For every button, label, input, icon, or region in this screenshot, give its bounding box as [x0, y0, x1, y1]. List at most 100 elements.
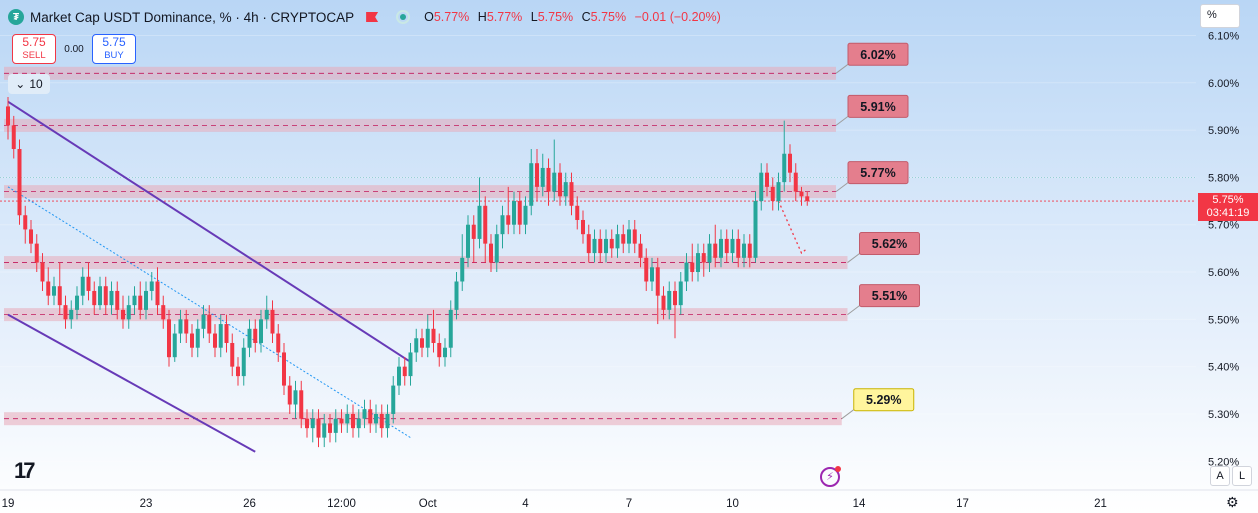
candle [730, 229, 735, 263]
candle [460, 234, 465, 291]
zone-label-layer: 6.02% 5.91% 5.77% 5.62% 5.51% 5.29% [835, 42, 920, 420]
candle-body [782, 153, 787, 183]
candle-body [29, 229, 33, 244]
label-box [859, 284, 920, 308]
candle [333, 409, 338, 443]
candle [592, 229, 597, 263]
candle-body [684, 262, 689, 282]
candle [604, 229, 608, 263]
candle [316, 409, 321, 448]
candle-body [184, 319, 189, 334]
candle [195, 319, 200, 358]
candle-body [454, 281, 459, 310]
candle-body [109, 290, 114, 306]
candle-body [552, 172, 557, 192]
symbol-title[interactable]: Market Cap USDT Dominance, % · 4h · CRYP… [30, 9, 355, 25]
zone-label-text: 5.29% [866, 393, 901, 407]
candle [109, 281, 114, 315]
candle-body [253, 328, 258, 343]
candle [678, 272, 683, 315]
time-axis: 19 23 26 12:00 Oct 4 7 10 14 17 21 [0, 489, 1258, 510]
candle [650, 257, 654, 291]
candle [167, 309, 171, 367]
candle [621, 224, 626, 254]
candle [201, 305, 206, 339]
candle-body [316, 418, 321, 438]
candle-body [724, 238, 729, 254]
candle-body [730, 238, 735, 254]
candle [454, 272, 459, 320]
candle-body [448, 309, 453, 348]
gear-icon[interactable]: ⚙ [1226, 494, 1239, 510]
candle-body [121, 309, 125, 320]
trade-panel: 5.75 SELL 0.00 5.75 BUY [12, 34, 136, 64]
candle [805, 191, 810, 206]
candle-body [483, 205, 488, 244]
market-status-icon[interactable] [396, 10, 411, 24]
candle [207, 305, 212, 343]
candle [575, 196, 580, 230]
tradingview-logo-icon[interactable]: 17 [14, 458, 36, 483]
x-tick-label: 12:00 [327, 498, 356, 510]
candle-body [63, 305, 68, 320]
candle [75, 286, 79, 320]
symbol-logo-icon: ₮ [8, 9, 24, 25]
candle-body [247, 328, 252, 348]
candle [500, 205, 505, 249]
label-box [853, 388, 915, 412]
candle-body [328, 423, 332, 433]
lightning-icon[interactable]: ⚡ [820, 466, 841, 487]
candle-body [57, 286, 62, 306]
candle [632, 219, 637, 254]
candle-body [115, 290, 120, 310]
candle [98, 276, 102, 310]
zone-price-label: 5.62% [847, 232, 920, 263]
candle [581, 210, 585, 244]
candle [701, 243, 706, 277]
zone-price-label: 6.02% [835, 42, 909, 74]
candle [690, 243, 695, 282]
candle-body [80, 276, 85, 296]
x-tick-label: 14 [853, 498, 866, 510]
candle [552, 139, 557, 202]
candle-body [374, 413, 378, 424]
candle-body [144, 290, 148, 310]
candle [247, 319, 252, 358]
candle [253, 319, 258, 353]
x-tick-label: 19 [2, 498, 15, 510]
x-tick-label: 17 [956, 498, 969, 510]
sell-button[interactable]: 5.75 SELL [12, 34, 56, 64]
auto-scale-button[interactable]: A [1210, 466, 1230, 486]
candle-body [397, 366, 401, 386]
candle-body [218, 324, 223, 348]
candle-body [379, 413, 384, 429]
candle-body [149, 281, 154, 291]
y-tick-label: 5.80% [1208, 172, 1239, 184]
candle-body [650, 267, 654, 282]
candle [529, 149, 534, 216]
candle [184, 309, 189, 343]
candle [770, 177, 775, 211]
indicators-collapse-button[interactable]: ⌄ 10 [8, 74, 50, 94]
candle-body [604, 238, 608, 254]
price-scale-unit[interactable]: % [1200, 4, 1240, 28]
y-tick-label: 5.30% [1208, 409, 1239, 421]
buy-button[interactable]: 5.75 BUY [92, 34, 136, 64]
candle-body [408, 352, 413, 377]
candle [230, 333, 235, 377]
zone-label-text: 5.91% [860, 100, 895, 114]
candle [282, 342, 286, 396]
candle [563, 172, 568, 206]
candle-body [558, 172, 562, 197]
flag-icon[interactable] [366, 12, 379, 22]
log-scale-button[interactable]: L [1232, 466, 1252, 486]
candle-body [310, 418, 315, 429]
candle [788, 144, 792, 183]
candle-body [563, 182, 568, 197]
candle-body [805, 196, 810, 202]
candle-body [339, 418, 344, 424]
candle [132, 286, 137, 315]
x-tick-label: 23 [140, 498, 153, 510]
